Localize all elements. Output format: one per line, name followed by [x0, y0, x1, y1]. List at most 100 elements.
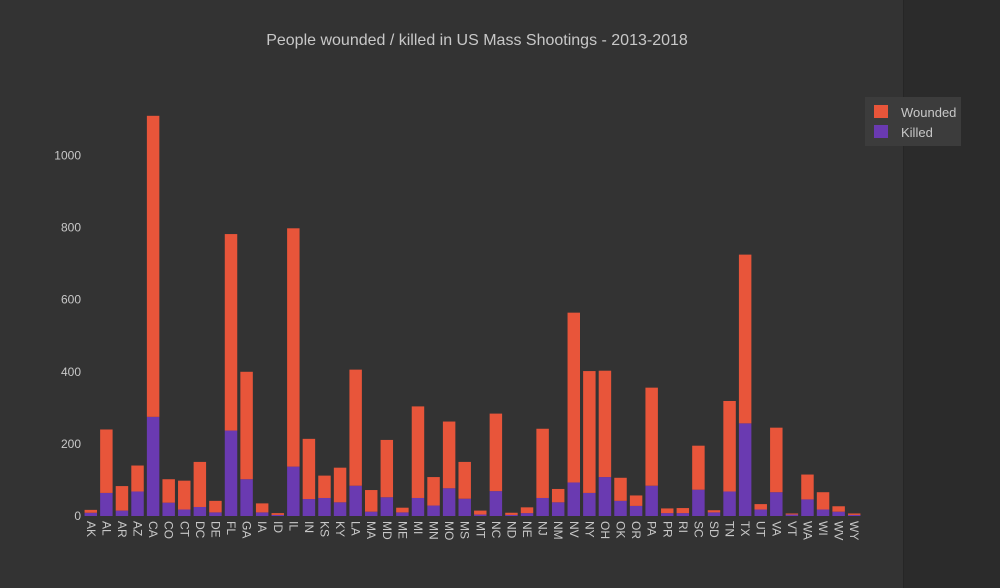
bar-killed-ms[interactable]	[458, 498, 471, 516]
bar-wounded-wi[interactable]	[816, 492, 830, 510]
bar-group-ar[interactable]	[115, 486, 129, 516]
bar-wounded-ia[interactable]	[255, 503, 269, 513]
bar-killed-ia[interactable]	[255, 512, 269, 516]
bar-killed-id[interactable]	[271, 514, 284, 516]
bar-killed-mt[interactable]	[474, 514, 487, 516]
bar-wounded-wa[interactable]	[801, 474, 814, 500]
bar-group-ak[interactable]	[84, 509, 98, 516]
bar-wounded-me[interactable]	[396, 507, 409, 513]
bar-wounded-mn[interactable]	[427, 477, 440, 506]
bar-killed-or[interactable]	[629, 505, 643, 516]
bar-killed-pa[interactable]	[645, 485, 658, 516]
bar-group-mn[interactable]	[427, 477, 440, 516]
bar-killed-ca[interactable]	[146, 416, 160, 516]
bar-killed-tn[interactable]	[723, 491, 736, 516]
bar-group-wi[interactable]	[816, 492, 830, 516]
bar-killed-mn[interactable]	[427, 505, 440, 516]
bar-wounded-ne[interactable]	[520, 507, 534, 514]
bar-wounded-dc[interactable]	[193, 461, 207, 507]
bar-killed-sd[interactable]	[707, 512, 721, 516]
bar-wounded-ky[interactable]	[333, 467, 347, 503]
bar-wounded-ma[interactable]	[364, 490, 378, 512]
bar-wounded-in[interactable]	[302, 438, 316, 500]
bar-wounded-or[interactable]	[629, 495, 643, 506]
bar-wounded-ny[interactable]	[583, 371, 596, 493]
bar-wounded-tx[interactable]	[738, 254, 752, 424]
bar-killed-vt[interactable]	[785, 514, 799, 516]
bar-group-sd[interactable]	[707, 510, 721, 516]
bar-group-dc[interactable]	[193, 461, 207, 516]
bar-killed-va[interactable]	[770, 492, 783, 516]
bar-wounded-ga[interactable]	[240, 371, 253, 480]
bar-killed-pr[interactable]	[661, 513, 674, 516]
bar-wounded-ri[interactable]	[676, 508, 690, 514]
bar-group-fl[interactable]	[224, 234, 238, 516]
bar-killed-nv[interactable]	[567, 482, 581, 516]
bar-group-nd[interactable]	[505, 512, 518, 516]
bar-group-il[interactable]	[287, 228, 300, 516]
bar-killed-nm[interactable]	[551, 502, 565, 516]
bar-group-mt[interactable]	[474, 510, 487, 516]
bar-group-ms[interactable]	[458, 461, 471, 516]
bar-killed-de[interactable]	[209, 512, 222, 516]
bar-group-oh[interactable]	[598, 370, 612, 516]
bar-wounded-nd[interactable]	[505, 512, 518, 515]
bar-group-ri[interactable]	[676, 508, 690, 516]
bar-group-la[interactable]	[349, 369, 362, 516]
bar-wounded-va[interactable]	[770, 427, 783, 493]
bar-wounded-de[interactable]	[209, 500, 222, 513]
bar-group-az[interactable]	[131, 465, 144, 516]
bar-killed-tx[interactable]	[738, 423, 752, 516]
bar-wounded-sc[interactable]	[692, 445, 705, 490]
bar-group-ne[interactable]	[520, 507, 534, 516]
bar-group-ga[interactable]	[240, 371, 253, 516]
bar-group-pr[interactable]	[661, 508, 674, 516]
legend-label-wounded[interactable]: Wounded	[901, 105, 956, 120]
bar-wounded-mi[interactable]	[411, 406, 425, 498]
bar-wounded-wy[interactable]	[847, 513, 861, 515]
bar-group-id[interactable]	[271, 513, 284, 516]
bar-group-or[interactable]	[629, 495, 643, 516]
bar-killed-wa[interactable]	[801, 499, 814, 516]
bar-killed-ct[interactable]	[178, 509, 191, 516]
bar-killed-nj[interactable]	[536, 497, 549, 516]
bar-group-ia[interactable]	[255, 503, 269, 516]
bar-group-nv[interactable]	[567, 312, 581, 516]
bar-wounded-ak[interactable]	[84, 509, 98, 513]
bar-group-sc[interactable]	[692, 445, 705, 516]
bar-group-tn[interactable]	[723, 400, 736, 516]
bar-wounded-az[interactable]	[131, 465, 144, 492]
bar-wounded-sd[interactable]	[707, 510, 721, 513]
bar-group-ky[interactable]	[333, 467, 347, 516]
bar-killed-in[interactable]	[302, 499, 316, 516]
bar-group-ok[interactable]	[614, 477, 627, 516]
legend-swatch-wounded[interactable]	[874, 105, 888, 118]
bar-group-mo[interactable]	[442, 421, 456, 516]
bar-group-al[interactable]	[100, 429, 113, 516]
bar-killed-ok[interactable]	[614, 500, 627, 516]
bar-wounded-pa[interactable]	[645, 387, 658, 486]
legend-label-killed[interactable]: Killed	[901, 125, 933, 140]
bar-wounded-vt[interactable]	[785, 513, 799, 515]
bar-killed-ga[interactable]	[240, 479, 253, 516]
bar-killed-wy[interactable]	[847, 514, 861, 516]
bar-killed-il[interactable]	[287, 466, 300, 516]
bar-killed-ne[interactable]	[520, 513, 534, 516]
bar-wounded-nm[interactable]	[551, 488, 565, 503]
bar-group-pa[interactable]	[645, 387, 658, 516]
bar-group-nj[interactable]	[536, 428, 549, 516]
bar-killed-co[interactable]	[162, 502, 175, 516]
bar-wounded-id[interactable]	[271, 513, 284, 515]
bar-killed-ky[interactable]	[333, 502, 347, 516]
bar-group-wv[interactable]	[832, 506, 845, 516]
bar-killed-la[interactable]	[349, 485, 362, 516]
bar-group-me[interactable]	[396, 507, 409, 516]
bar-killed-dc[interactable]	[193, 506, 207, 516]
bar-group-md[interactable]	[380, 439, 394, 516]
bar-wounded-tn[interactable]	[723, 400, 736, 492]
bar-group-ny[interactable]	[583, 371, 596, 516]
bar-wounded-mt[interactable]	[474, 510, 487, 515]
bar-wounded-ms[interactable]	[458, 461, 471, 499]
bar-wounded-nj[interactable]	[536, 428, 549, 498]
bar-killed-nc[interactable]	[489, 491, 503, 516]
